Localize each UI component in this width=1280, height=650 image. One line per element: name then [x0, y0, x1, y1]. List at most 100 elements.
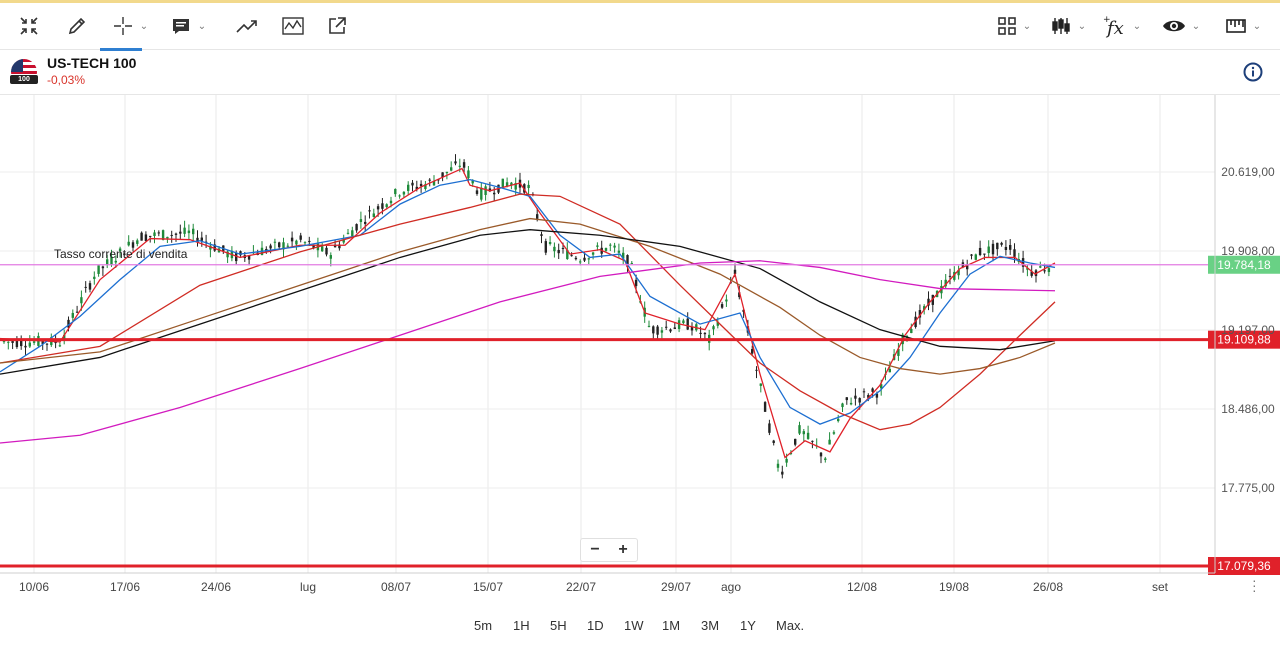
candle: [712, 324, 715, 336]
candle-body: [510, 182, 513, 186]
candle-body: [656, 326, 659, 335]
zoom-out-button[interactable]: −: [590, 541, 600, 558]
tf-max[interactable]: Max.: [776, 618, 805, 633]
candle: [931, 294, 934, 313]
candle-body: [630, 263, 633, 265]
visibility-button[interactable]: ⌄: [1158, 11, 1204, 41]
layout-button[interactable]: ⌄: [994, 11, 1034, 41]
candle-body: [738, 292, 741, 298]
candle-body: [2, 341, 6, 343]
candle-body: [832, 432, 836, 434]
chart-type-button[interactable]: ⌄: [1046, 11, 1090, 41]
candle-body: [725, 299, 728, 302]
wave-button[interactable]: [278, 11, 308, 41]
tf-3m[interactable]: 3M: [701, 618, 720, 633]
instrument-name[interactable]: US-TECH 100: [47, 55, 137, 71]
chevron-down-icon: ⌄: [1252, 20, 1262, 32]
candle: [806, 425, 810, 440]
candle: [359, 211, 363, 229]
info-button[interactable]: [1243, 62, 1263, 82]
candle-body: [359, 219, 363, 223]
y-tick-label: 19.908,00: [1221, 244, 1275, 258]
candle-body: [716, 321, 719, 326]
candle-body: [179, 231, 182, 234]
candle-body: [63, 334, 66, 340]
instrument-change: -0,03%: [47, 73, 86, 87]
candle-body: [342, 239, 345, 243]
draw-button[interactable]: [62, 11, 92, 41]
candle: [553, 242, 556, 258]
candle-body: [604, 248, 608, 251]
candle-body: [308, 240, 311, 242]
candle: [75, 305, 79, 314]
x-tick-label: 15/07: [473, 580, 503, 594]
candle: [424, 180, 427, 191]
candle: [97, 265, 100, 277]
share-button[interactable]: [322, 11, 352, 41]
candle-body: [192, 228, 195, 235]
x-tick-label: ago: [721, 580, 741, 594]
candle-body: [80, 297, 83, 304]
more-options-icon[interactable]: · · ·: [1252, 572, 1257, 598]
candle-body: [118, 248, 122, 252]
candle-body: [948, 275, 952, 277]
candle-body: [798, 425, 801, 434]
chevron-down-icon: ⌄: [1191, 20, 1201, 32]
x-tick-label: 24/06: [201, 580, 231, 594]
tf-1d[interactable]: 1D: [587, 618, 604, 633]
y-tick-label: 18.486,00: [1221, 402, 1275, 416]
tf-1y[interactable]: 1Y: [740, 618, 756, 633]
collapse-button[interactable]: [14, 11, 44, 41]
chevron-down-icon: ⌄: [197, 20, 207, 32]
tf-5h[interactable]: 5H: [550, 618, 567, 633]
price-tag-label: 17.079,36: [1217, 559, 1271, 573]
candle-body: [789, 452, 793, 454]
svg-text:fx: fx: [1105, 18, 1124, 38]
candle-body: [682, 320, 685, 324]
trend-button[interactable]: [232, 11, 262, 41]
candle-body: [763, 402, 767, 412]
ma-darkred-line: [0, 193, 1056, 431]
candle: [1034, 268, 1038, 283]
tf-1w[interactable]: 1W: [624, 618, 644, 633]
candle-body: [828, 439, 831, 445]
candle-body: [462, 162, 466, 168]
candle: [587, 257, 590, 265]
chevron-down-icon: ⌄: [1077, 20, 1087, 32]
zoom-in-button[interactable]: +: [618, 541, 628, 558]
candle-body: [166, 236, 169, 239]
candle: [794, 438, 797, 447]
comment-button[interactable]: ⌄: [166, 11, 210, 41]
timeframe-bar: 5m 1H 5H 1D 1W 1M 3M 1Y Max.: [0, 604, 1280, 650]
candle: [20, 335, 23, 350]
candle-body: [475, 190, 479, 194]
candle-body: [273, 241, 277, 243]
candle: [548, 236, 552, 246]
tf-5m[interactable]: 5m: [474, 618, 493, 633]
crosshair-button[interactable]: ⌄: [108, 11, 152, 41]
candle-body: [247, 255, 251, 260]
candle: [996, 242, 999, 256]
zoom-control: − +: [580, 538, 638, 562]
candle: [63, 329, 66, 345]
candle: [557, 243, 560, 260]
candle: [372, 208, 375, 218]
instrument-header: 100 US-TECH 100 -0,03%: [0, 50, 1280, 95]
candle: [355, 223, 358, 233]
price-chart[interactable]: 19.784,18 19.109,88 17.079,36 10/06 17/06 24…: [0, 95, 1280, 605]
candle-body: [665, 326, 668, 328]
candle-body: [312, 245, 315, 249]
candle-body: [454, 161, 457, 164]
candle: [196, 230, 199, 247]
ruler-button[interactable]: ⌄: [1220, 11, 1266, 41]
candle: [953, 266, 956, 282]
candle: [45, 343, 49, 351]
tf-1m[interactable]: 1M: [662, 618, 681, 633]
candle-body: [918, 310, 922, 318]
tf-1h[interactable]: 1H: [513, 618, 530, 633]
candle-body: [991, 243, 995, 255]
chart-canvas[interactable]: 19.784,18 19.109,88 17.079,36 10/06 17/06 24…: [0, 95, 1280, 605]
candle-body: [364, 221, 367, 224]
indicators-button[interactable]: fx + ⌄: [1100, 11, 1144, 41]
candle-body: [1039, 266, 1042, 268]
